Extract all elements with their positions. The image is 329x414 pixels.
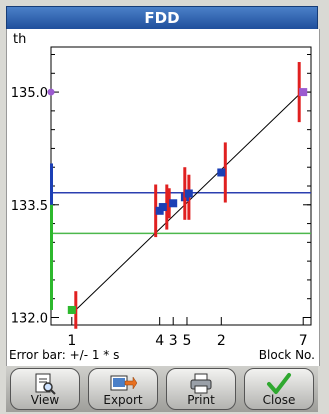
x-tick-label: 5 [183, 333, 192, 349]
y-tick-label: 135.0 [11, 86, 48, 101]
export-button-label: Export [103, 393, 143, 407]
view-button-label: View [30, 393, 60, 407]
x-tick-label: 2 [217, 333, 226, 349]
close-button[interactable]: Close [244, 368, 314, 410]
error-bar-note: Error bar: +/- 1 * s [9, 348, 119, 362]
x-tick-label: 1 [67, 333, 76, 349]
export-button[interactable]: Export [88, 368, 158, 410]
plot-area: 132.0 133.5 135.0 th 1 4 3 5 2 7 Error bar: +/- 1 … [6, 29, 320, 366]
left-marker-point [47, 88, 55, 96]
print-icon [190, 373, 212, 394]
data-point-block-1 [67, 305, 76, 314]
chart: 132.0 133.5 135.0 th 1 4 3 5 2 7 Error bar: +/- 1 … [9, 32, 315, 362]
x-axis-label: Block No. [259, 348, 315, 362]
data-point-block-3 [169, 199, 178, 208]
x-tick-label: 4 [155, 333, 164, 349]
data-point-block-5 [184, 189, 193, 198]
print-button-label: Print [187, 393, 215, 407]
data-point-block-2 [217, 168, 226, 177]
print-button[interactable]: Print [166, 368, 236, 410]
left-marker-bar [50, 204, 53, 310]
y-unit-label: th [13, 32, 26, 47]
y-tick-label: 133.5 [11, 199, 48, 214]
close-button-label: Close [262, 393, 296, 407]
plot-frame [50, 46, 312, 326]
window-title: FDD [6, 6, 318, 30]
export-icon [110, 375, 137, 391]
view-icon [35, 373, 56, 395]
data-point-block-7 [299, 88, 308, 97]
x-tick-label: 3 [169, 333, 178, 349]
left-marker-bar [50, 163, 53, 228]
x-tick-label: 7 [299, 333, 308, 349]
data-point-block-4 [158, 203, 167, 212]
view-button[interactable]: View [10, 368, 80, 410]
y-tick-label: 132.0 [11, 311, 48, 326]
toolbar: View Export Print Close [6, 366, 318, 412]
checkmark-icon [267, 373, 291, 394]
